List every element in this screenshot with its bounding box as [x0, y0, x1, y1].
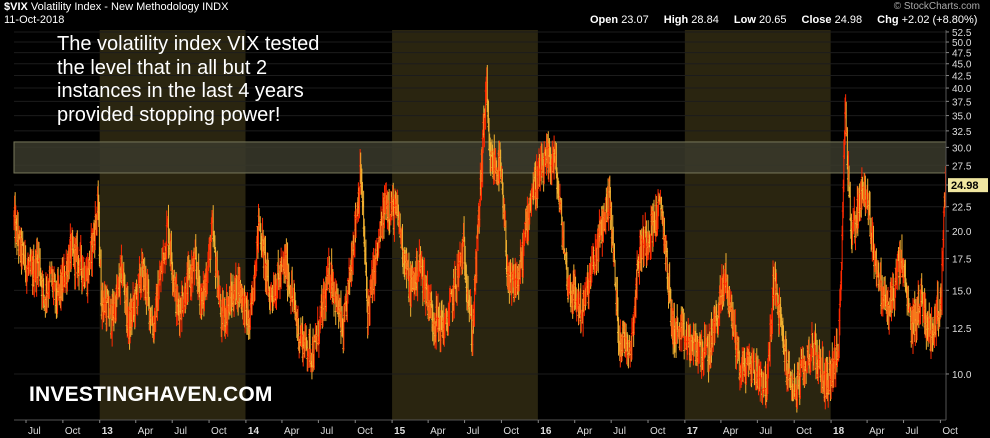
ohlc-readout: Open 23.07 High 28.84 Low 20.65 Close 24…: [590, 14, 989, 26]
annotation-line: the level that in all but 2: [57, 56, 268, 79]
y-tick-label: 10.0: [952, 370, 972, 381]
annotation-line: instances in the last 4 years: [57, 80, 304, 102]
y-tick-label: 17.5: [952, 255, 972, 266]
x-tick-label: Oct: [650, 426, 666, 437]
annotation-line: provided stopping power!: [57, 103, 281, 126]
x-tick-label: Apr: [869, 426, 885, 437]
y-tick-label: 50.0: [952, 38, 972, 49]
index-name: Volatility Index - New Methodology: [30, 1, 200, 13]
y-tick-label: 37.5: [952, 97, 972, 108]
chart-date: 11-Oct-2018: [4, 14, 65, 26]
y-axis: 10.012.515.017.520.022.525.027.530.032.5…: [945, 28, 972, 420]
high-value: 28.84: [691, 14, 719, 26]
x-tick-label: Apr: [723, 426, 739, 437]
x-tick-label: Jul: [28, 426, 41, 437]
symbol: $VIX: [4, 1, 28, 13]
close-value: 24.98: [834, 14, 863, 26]
x-tick-label: Jul: [174, 426, 187, 437]
x-tick-label: Apr: [577, 426, 593, 437]
watermark: © StockCharts.com: [893, 1, 980, 12]
y-tick-label: 30.0: [952, 143, 972, 154]
open-label: Open: [590, 14, 619, 26]
x-tick-label: Jul: [613, 426, 626, 437]
y-tick-label: 15.0: [952, 286, 972, 297]
y-tick-label: 35.0: [952, 112, 972, 123]
x-tick-label: Apr: [284, 426, 300, 437]
y-tick-label: 12.5: [952, 324, 972, 335]
y-tick-label: 42.5: [952, 72, 972, 83]
y-tick-label: 47.5: [952, 49, 972, 60]
x-tick-label: Apr: [430, 426, 446, 437]
low-value: 20.65: [758, 14, 787, 26]
x-tick-label: Oct: [357, 426, 373, 437]
x-axis: Jul Oct 13 Apr Jul Oct 14 Apr Jul Oct 15 Apr Jul Oct 1…: [14, 419, 958, 437]
year-band: [99, 30, 246, 420]
low-label: Low: [733, 14, 756, 26]
chg-value: +2.02 (+8.80%): [901, 14, 978, 26]
high-label: High: [663, 14, 689, 26]
x-tick-label: Jul: [906, 426, 919, 437]
candles: [13, 64, 947, 413]
open-value: 23.07: [621, 14, 649, 26]
x-tick-label: Apr: [138, 426, 154, 437]
y-tick-label: 45.0: [952, 60, 972, 71]
year-bands: [99, 30, 831, 420]
x-tick-label: 18: [833, 426, 845, 437]
year-band: [392, 30, 538, 420]
last-value-marker: 24.98: [948, 178, 988, 193]
annotation-text: The volatility index VIX tested the leve…: [57, 33, 319, 127]
x-tick-label: 16: [540, 426, 552, 437]
x-tick-label: Jul: [759, 426, 772, 437]
y-tick-label: 32.5: [952, 127, 972, 138]
x-tick-label: Oct: [65, 426, 81, 437]
x-tick-label: 14: [248, 426, 260, 437]
x-tick-label: 13: [102, 426, 114, 437]
brand-watermark: INVESTINGHAVEN.COM: [29, 383, 273, 406]
x-tick-label: Oct: [942, 426, 958, 437]
annotation-line: The volatility index VIX tested: [57, 33, 320, 55]
y-tick-label: 20.0: [952, 227, 972, 238]
close-label: Close: [801, 14, 832, 26]
last-value-label: 24.98: [951, 180, 979, 192]
y-tick-label: 52.5: [952, 28, 972, 39]
x-tick-label: 17: [687, 426, 699, 437]
x-tick-label: Oct: [211, 426, 227, 437]
x-tick-label: Oct: [796, 426, 812, 437]
y-tick-label: 22.5: [952, 203, 972, 214]
y-tick-label: 27.5: [952, 161, 972, 172]
chg-label: Chg: [877, 14, 899, 26]
y-tick-label: 40.0: [952, 84, 972, 95]
exchange: INDX: [202, 1, 229, 13]
x-tick-label: Jul: [467, 426, 480, 437]
x-tick-label: Jul: [320, 426, 333, 437]
x-tick-label: 15: [394, 426, 406, 437]
x-tick-label: Oct: [503, 426, 519, 437]
last-value-box: [948, 178, 988, 193]
chart-title: $VIX Volatility Index - New Methodology …: [4, 1, 228, 13]
